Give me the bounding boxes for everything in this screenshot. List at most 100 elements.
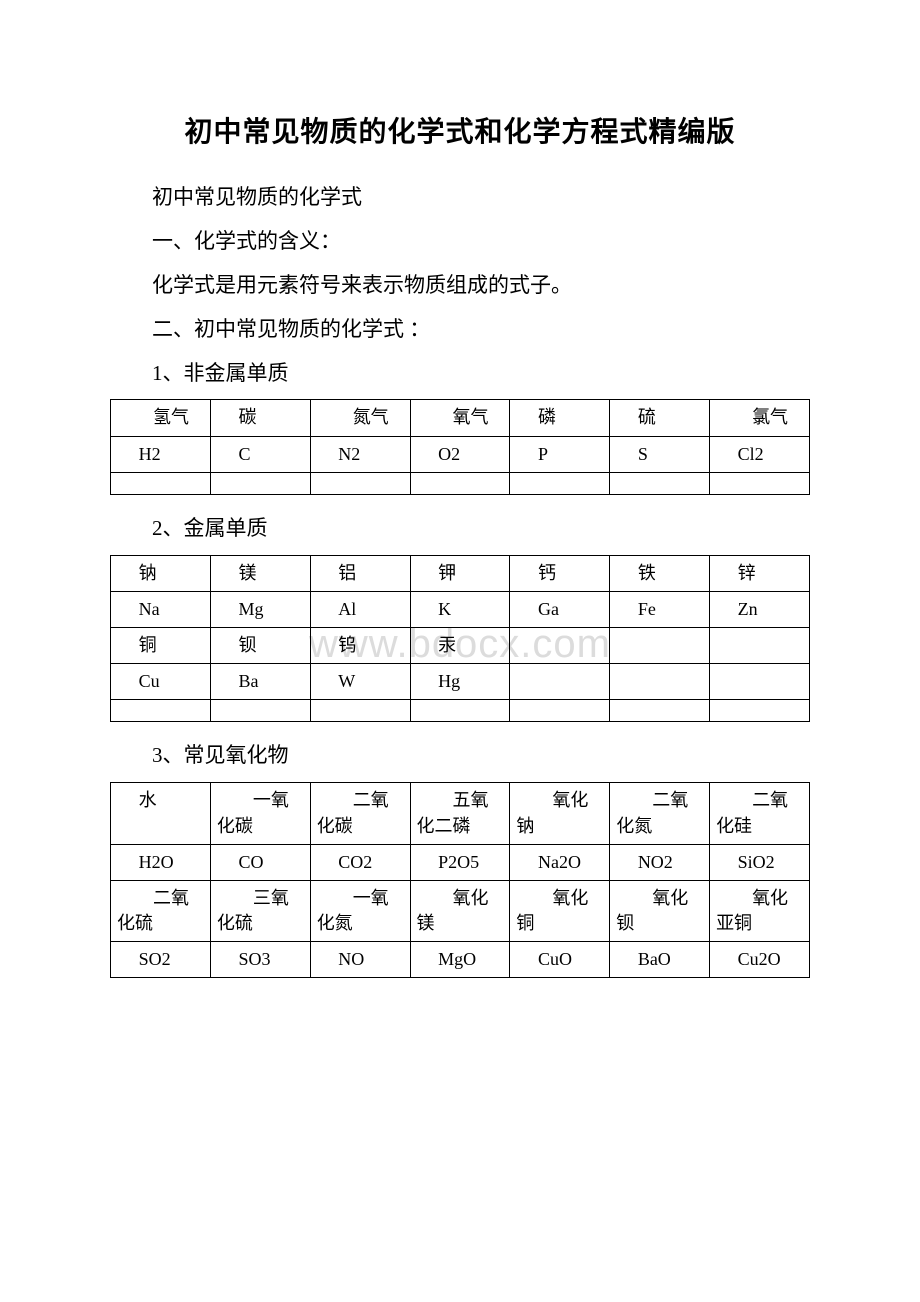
table-cell	[510, 700, 610, 722]
table-cell: Na	[111, 591, 211, 627]
table-row: SO2 SO3 NO MgO CuO BaO Cu2O	[111, 942, 810, 978]
intro-line-3: 化学式是用元素符号来表示物质组成的式子。	[110, 266, 810, 306]
table-cell	[510, 628, 610, 664]
table-cell: 氧化亚铜	[710, 880, 810, 941]
table-cell	[610, 472, 710, 494]
table-cell: C	[210, 436, 310, 472]
intro-line-2: 一、化学式的含义：	[110, 222, 810, 262]
table-cell: NO	[310, 942, 410, 978]
table-cell: Cu	[111, 664, 211, 700]
table-cell: Al	[310, 591, 410, 627]
table-row	[111, 472, 810, 494]
page-title: 初中常见物质的化学式和化学方程式精编版	[110, 110, 810, 150]
table-cell: BaO	[610, 942, 710, 978]
table-cell: 一氧化碳	[210, 783, 310, 844]
table-cell: 铝	[310, 555, 410, 591]
table-cell	[610, 700, 710, 722]
table-cell	[710, 472, 810, 494]
section3-heading: 3、常见氧化物	[110, 736, 810, 776]
table-cell: 氧化钠	[510, 783, 610, 844]
table-cell: W	[310, 664, 410, 700]
table-cell: S	[610, 436, 710, 472]
table-nonmetal: 氢气 碳 氮气 氧气 磷 硫 氯气 H2 C N2 O2 P S Cl2	[110, 399, 810, 494]
table-cell: 氧化铜	[510, 880, 610, 941]
table-cell: 五氧化二磷	[410, 783, 510, 844]
table-cell: H2O	[111, 844, 211, 880]
table-cell: P	[510, 436, 610, 472]
table-cell: 三氧化硫	[210, 880, 310, 941]
table-cell	[410, 700, 510, 722]
table-cell	[710, 700, 810, 722]
table-cell: 钠	[111, 555, 211, 591]
table-row: 钠 镁 铝 钾 钙 铁 锌	[111, 555, 810, 591]
table-cell: 碳	[210, 400, 310, 436]
intro-line-4: 二、初中常见物质的化学式 ：	[110, 310, 810, 350]
table-oxides: 水 一氧化碳 二氧化碳 五氧化二磷 氧化钠 二氧化氮 二氧化硅 H2O CO C…	[110, 782, 810, 978]
table-cell: Hg	[410, 664, 510, 700]
table-cell: Na2O	[510, 844, 610, 880]
table-cell: Ga	[510, 591, 610, 627]
section2-heading: 2、金属单质	[110, 509, 810, 549]
table-cell: 镁	[210, 555, 310, 591]
table-cell: 氧化钡	[610, 880, 710, 941]
table-cell: 二氧化碳	[310, 783, 410, 844]
table-cell: 钙	[510, 555, 610, 591]
table-cell: 锌	[710, 555, 810, 591]
table-cell: Cl2	[710, 436, 810, 472]
table-cell	[210, 472, 310, 494]
table-cell: SO3	[210, 942, 310, 978]
table-cell: SO2	[111, 942, 211, 978]
table-cell: MgO	[410, 942, 510, 978]
table-cell: 钨	[310, 628, 410, 664]
table-cell: 磷	[510, 400, 610, 436]
table-cell: Ba	[210, 664, 310, 700]
table-cell: Zn	[710, 591, 810, 627]
table-cell: 二氧化硫	[111, 880, 211, 941]
table-cell: N2	[310, 436, 410, 472]
table-cell: 氮气	[310, 400, 410, 436]
table-cell	[710, 628, 810, 664]
table-row: 水 一氧化碳 二氧化碳 五氧化二磷 氧化钠 二氧化氮 二氧化硅	[111, 783, 810, 844]
table-cell: 汞	[410, 628, 510, 664]
table-cell: CO	[210, 844, 310, 880]
table-cell: Fe	[610, 591, 710, 627]
table-cell	[111, 700, 211, 722]
table-cell	[310, 700, 410, 722]
table-cell	[510, 472, 610, 494]
table-cell: NO2	[610, 844, 710, 880]
table-cell	[710, 664, 810, 700]
table-row	[111, 700, 810, 722]
table-row: H2 C N2 O2 P S Cl2	[111, 436, 810, 472]
table-cell: P2O5	[410, 844, 510, 880]
table-row: Cu Ba W Hg	[111, 664, 810, 700]
table-cell: O2	[410, 436, 510, 472]
table-cell: 水	[111, 783, 211, 844]
table-cell: CO2	[310, 844, 410, 880]
table-row: H2O CO CO2 P2O5 Na2O NO2 SiO2	[111, 844, 810, 880]
intro-line-1: 初中常见物质的化学式	[110, 178, 810, 218]
table-row: 氢气 碳 氮气 氧气 磷 硫 氯气	[111, 400, 810, 436]
table-cell: 钡	[210, 628, 310, 664]
table-cell	[410, 472, 510, 494]
table-cell: 氧化镁	[410, 880, 510, 941]
table-cell: SiO2	[710, 844, 810, 880]
table-row: Na Mg Al K Ga Fe Zn	[111, 591, 810, 627]
table-cell: 氯气	[710, 400, 810, 436]
table-row: 铜 钡 钨 汞	[111, 628, 810, 664]
table-cell	[610, 628, 710, 664]
table-cell	[610, 664, 710, 700]
table-cell: K	[410, 591, 510, 627]
table-cell	[210, 700, 310, 722]
table-cell: 二氧化氮	[610, 783, 710, 844]
table-cell	[510, 664, 610, 700]
table-cell: 钾	[410, 555, 510, 591]
table-cell	[310, 472, 410, 494]
table-cell: 铜	[111, 628, 211, 664]
table-cell: 铁	[610, 555, 710, 591]
table-cell	[111, 472, 211, 494]
table-cell: CuO	[510, 942, 610, 978]
table-cell: 氢气	[111, 400, 211, 436]
table-cell: 氧气	[410, 400, 510, 436]
table-cell: Cu2O	[710, 942, 810, 978]
table-cell: 二氧化硅	[710, 783, 810, 844]
